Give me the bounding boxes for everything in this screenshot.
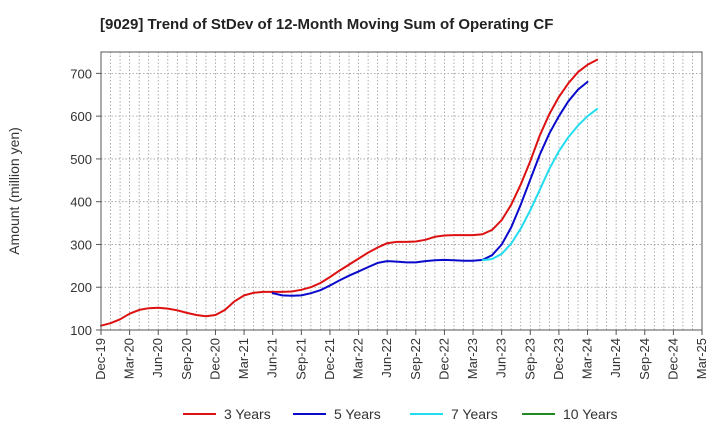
grid	[101, 52, 702, 330]
legend-label: 5 Years	[334, 406, 381, 422]
y-axis: 100 200 300 400 500 600 700	[70, 66, 101, 338]
y-tick-label: 500	[70, 152, 92, 167]
y-tick-label: 600	[70, 109, 92, 124]
x-tick-label: Jun-24	[608, 338, 623, 378]
x-tick-label: Sep-22	[408, 338, 423, 380]
x-tick-label: Dec-22	[436, 338, 451, 380]
x-tick-label: Sep-20	[179, 338, 194, 380]
y-tick-label: 700	[70, 66, 92, 81]
series-line-3	[481, 107, 599, 262]
x-axis: Dec-19 Mar-20 Jun-20 Sep-20 Dec-20 Mar-21 Jun-…	[93, 330, 709, 380]
x-tick-label: Mar-21	[236, 338, 251, 379]
series-line-1	[100, 58, 599, 327]
x-tick-label: Sep-24	[637, 338, 652, 380]
x-tick-label: Mar-24	[580, 338, 595, 379]
plot-area	[101, 52, 702, 330]
y-tick-label: 300	[70, 237, 92, 252]
x-tick-label: Mar-22	[351, 338, 366, 379]
y-tick-label: 100	[70, 323, 92, 338]
legend-label: 3 Years	[224, 406, 271, 422]
x-tick-label: Dec-21	[322, 338, 337, 380]
x-tick-label: Mar-25	[694, 338, 709, 379]
legend: 3 Years 5 Years 7 Years 10 Years	[183, 406, 618, 422]
x-tick-label: Jun-22	[379, 338, 394, 378]
x-tick-label: Dec-19	[93, 338, 108, 380]
x-tick-label: Sep-23	[522, 338, 537, 380]
x-tick-label: Jun-20	[150, 338, 165, 378]
x-tick-label: Sep-21	[293, 338, 308, 380]
y-tick-label: 400	[70, 195, 92, 210]
plot-frame	[100, 51, 703, 331]
x-tick-label: Jun-21	[265, 338, 280, 378]
legend-label: 10 Years	[563, 406, 618, 422]
x-tick-label: Mar-23	[465, 338, 480, 379]
x-tick-label: Mar-20	[122, 338, 137, 379]
y-tick-label: 200	[70, 280, 92, 295]
series-line-2	[271, 80, 589, 297]
chart-title: [9029] Trend of StDev of 12-Month Moving…	[100, 16, 553, 33]
legend-label: 7 Years	[451, 406, 498, 422]
x-tick-label: Dec-23	[551, 338, 566, 380]
x-tick-label: Dec-24	[665, 338, 680, 380]
x-tick-label: Jun-23	[494, 338, 509, 378]
y-axis-label: Amount (million yen)	[6, 127, 22, 255]
x-tick-label: Dec-20	[207, 338, 222, 380]
series-layer	[100, 58, 599, 327]
